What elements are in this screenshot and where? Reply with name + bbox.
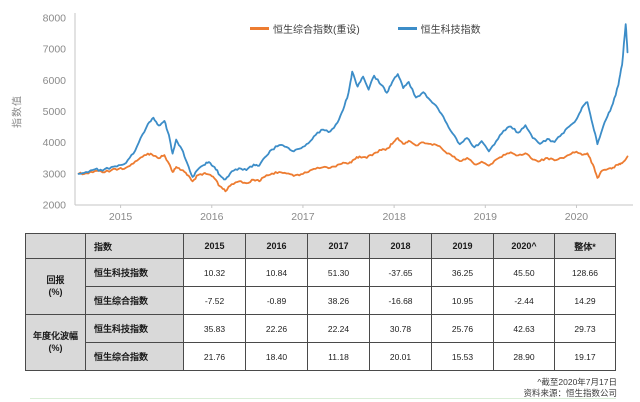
legend-item-tech: 恒生科技指数	[397, 21, 481, 36]
value-cell: 14.29	[554, 286, 616, 315]
legend-label: 恒生综合指数(重设)	[273, 25, 360, 36]
year-header: 2019	[431, 233, 494, 259]
svg-text:2017: 2017	[291, 211, 315, 223]
value-cell: -0.89	[245, 286, 308, 315]
svg-text:2015: 2015	[109, 211, 133, 223]
value-cell: 51.30	[307, 258, 370, 287]
year-header: 2016	[245, 233, 308, 259]
value-cell: 30.78	[369, 314, 432, 343]
value-cell: 128.66	[554, 258, 616, 287]
overall-header: 整体*	[554, 233, 616, 259]
bottom-divider	[30, 398, 616, 399]
svg-text:2018: 2018	[382, 211, 406, 223]
value-cell: 19.17	[554, 342, 616, 371]
value-cell: 10.84	[245, 258, 308, 287]
performance-table: 指数 2015 2016 2017 2018 2019 2020^ 整体* 回报…	[25, 233, 616, 371]
value-cell: 25.76	[431, 314, 494, 343]
index-name-cell: 恒生科技指数	[85, 258, 184, 287]
value-cell: 35.83	[183, 314, 246, 343]
footnotes: ^截至2020年7月17日 资料来源：恒生指数公司	[523, 377, 617, 399]
index-column-header: 指数	[85, 233, 184, 259]
table-row: 恒生综合指数 21.76 18.40 11.18 20.01 15.53 28.…	[26, 342, 616, 371]
value-cell: -16.68	[369, 286, 432, 315]
value-cell: 15.53	[431, 342, 494, 371]
index-line-chart: 2000 3000 4000 5000 6000 7000 8000 2015 2016 2017…	[12, 13, 633, 223]
chart-svg: 2000 3000 4000 5000 6000 7000 8000 2015 2016 2017…	[43, 13, 633, 223]
value-cell: 22.24	[307, 314, 370, 343]
value-cell: 45.50	[493, 258, 555, 287]
legend-label: 恒生科技指数	[420, 25, 481, 36]
year-header: 2018	[369, 233, 432, 259]
svg-text:8000: 8000	[43, 13, 67, 25]
value-cell: 28.90	[493, 342, 555, 371]
svg-text:3000: 3000	[43, 168, 67, 180]
table-corner-cell	[25, 233, 86, 259]
footnote-source: 资料来源：恒生指数公司	[523, 388, 617, 399]
index-name-cell: 恒生科技指数	[85, 314, 184, 343]
value-cell: -37.65	[369, 258, 432, 287]
value-cell: 18.40	[245, 342, 308, 371]
index-name-cell: 恒生综合指数	[85, 286, 184, 315]
value-cell: -2.44	[493, 286, 555, 315]
y-axis-title: 指数值	[12, 95, 24, 128]
composite-line-swatch-icon	[250, 27, 269, 30]
svg-text:2016: 2016	[200, 211, 224, 223]
value-cell: 38.26	[307, 286, 370, 315]
svg-text:4000: 4000	[43, 137, 67, 149]
year-header: 2017	[307, 233, 370, 259]
svg-text:2020: 2020	[565, 211, 589, 223]
table-row: 回报 (%) 恒生科技指数 10.32 10.84 51.30 -37.65 3…	[25, 258, 616, 315]
value-cell: 21.76	[183, 342, 246, 371]
row-group-volatility: 年度化波幅 (%)	[25, 314, 86, 371]
year-header: 2015	[183, 233, 246, 259]
legend-item-composite: 恒生综合指数(重设)	[250, 21, 360, 36]
value-cell: 11.18	[307, 342, 370, 371]
svg-text:2000: 2000	[43, 200, 67, 212]
table-row: 恒生综合指数 -7.52 -0.89 38.26 -16.68 10.95 -2…	[26, 286, 616, 315]
value-cell: 42.63	[493, 314, 555, 343]
table-row: 年度化波幅 (%) 恒生科技指数 35.83 22.26 22.24 30.78…	[25, 314, 616, 371]
row-group-return: 回报 (%)	[25, 258, 86, 315]
tech-line-swatch-icon	[397, 27, 417, 30]
svg-text:7000: 7000	[43, 44, 67, 56]
value-cell: 36.25	[431, 258, 494, 287]
footnote-as-of-date: ^截至2020年7月17日	[537, 377, 617, 387]
svg-text:5000: 5000	[43, 106, 67, 118]
value-cell: 29.73	[554, 314, 616, 343]
table-header-row: 指数 2015 2016 2017 2018 2019 2020^ 整体*	[25, 233, 616, 259]
value-cell: 10.32	[183, 258, 246, 287]
svg-text:6000: 6000	[43, 75, 67, 87]
value-cell: 20.01	[369, 342, 432, 371]
value-cell: -7.52	[183, 286, 246, 315]
value-cell: 22.26	[245, 314, 308, 343]
value-cell: 10.95	[431, 286, 494, 315]
svg-text:2019: 2019	[474, 211, 498, 223]
chart-legend: 恒生综合指数(重设) 恒生科技指数	[250, 21, 481, 36]
year-header: 2020^	[493, 233, 555, 259]
index-name-cell: 恒生综合指数	[85, 342, 184, 371]
